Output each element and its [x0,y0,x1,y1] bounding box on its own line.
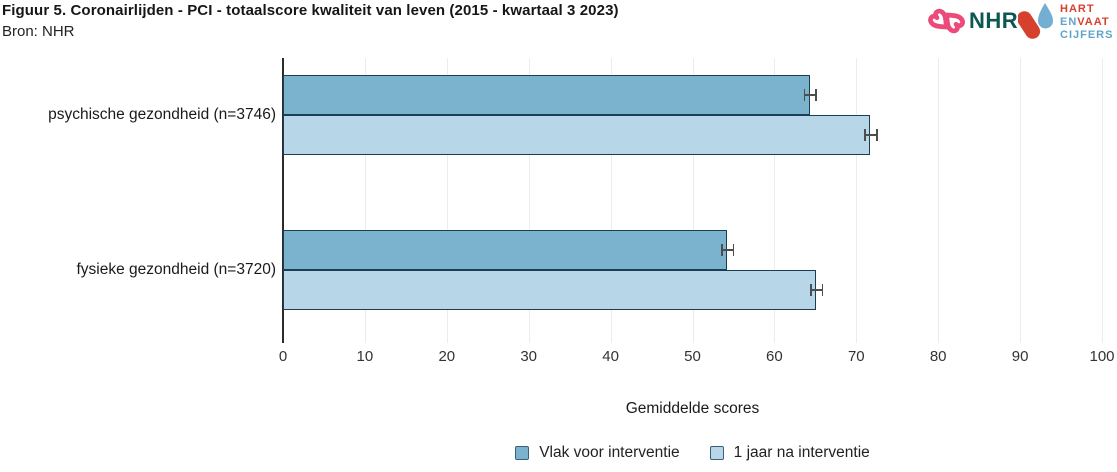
grid-line [1020,58,1022,343]
error-bar-cap [810,284,813,296]
error-bar-cap [875,129,878,141]
hartenvaatcijfers-logo: HART ENVAAT CIJFERS [1018,2,1113,44]
grid-line [692,58,694,343]
x-tick-label: 60 [766,348,783,365]
hv-line-hart: HART [1060,3,1095,15]
grid-line [856,58,858,343]
grid-line [610,58,612,343]
x-tick-label: 10 [356,348,374,365]
error-bar [721,249,733,251]
error-bar-cap [732,244,735,256]
category-label: psychische gezondheid (n=3746) [48,106,276,123]
x-axis-label: Gemiddelde scores [625,400,760,417]
page-title: Figuur 5. Coronairlijden - PCI - totaals… [2,2,619,19]
hv-line-cijfers: CIJFERS [1060,29,1114,41]
y-axis-line [282,58,284,343]
error-bar-cap [864,129,867,141]
error-bar [810,289,822,291]
hv-line-envaat: ENVAAT [1060,16,1110,28]
legend: Vlak voor interventie 1 jaar na intervent… [283,444,1102,462]
grid-line [364,58,366,343]
x-tick-label: 0 [278,348,288,365]
legend-item: 1 jaar na interventie [709,444,870,462]
x-tick-label: 30 [520,348,538,365]
grid-line [1102,58,1103,343]
grid-line [938,58,940,343]
legend-swatch [709,446,724,460]
error-bar [803,94,816,96]
grid-line [446,58,448,343]
legend-label: Vlak voor interventie [539,444,680,461]
bar-before-cat0 [283,75,810,115]
hartenvaatcijfers-logo-text: HART ENVAAT CIJFERS [1060,3,1113,42]
x-tick-label: 100 [1089,348,1115,365]
grid-line [528,58,530,343]
category-label: fysieke gezondheid (n=3720) [76,261,277,278]
error-bar-cap [821,284,824,296]
nhr-logo: NHR [928,3,1018,39]
x-tick-label: 40 [602,348,619,365]
x-tick-label: 70 [847,348,865,365]
grid-line [774,58,776,343]
source-label: Bron: NHR [2,23,75,40]
heart-icon [1018,3,1053,39]
error-bar-cap [815,89,817,101]
bar-after-cat1 [283,270,817,310]
x-tick-label: 20 [438,348,456,365]
x-tick-label: 80 [929,348,947,365]
x-tick-label: 50 [684,348,701,365]
legend-label: 1 jaar na interventie [733,444,870,461]
bar-before-cat1 [283,230,727,270]
error-bar-cap [803,89,806,101]
legend-swatch [515,446,530,460]
x-tick-label: 90 [1011,348,1029,365]
bar-after-cat0 [283,115,871,155]
legend-item: Vlak voor interventie [515,444,680,462]
nhr-hearts-knot-icon [928,8,965,34]
error-bar-cap [721,244,723,256]
error-bar [864,134,876,136]
nhr-logo-text: NHR [969,8,1019,33]
